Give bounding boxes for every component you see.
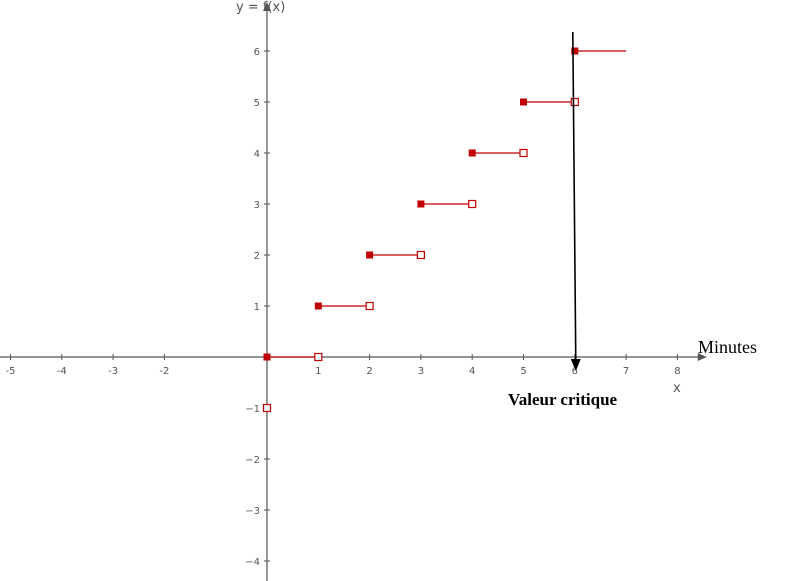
x-tick-label: -2 [159,366,169,377]
y-tick-label: 4 [254,149,260,160]
closed-point [468,149,476,157]
y-axis-arrow-icon [263,2,271,11]
closed-point [417,200,425,208]
x-tick-label: 1 [315,366,321,377]
x-tick-label: 6 [572,366,578,377]
x-axis-arrow-icon [697,353,707,361]
y-tick-label: −3 [245,506,260,517]
y-tick-label: −1 [245,404,260,415]
closed-point [366,251,374,259]
open-point [570,97,579,107]
y-tick-label: 2 [254,251,260,262]
y-tick-label: 6 [254,47,260,58]
y-tick-label: 3 [254,200,260,211]
closed-point [314,302,322,310]
x-tick-label: 8 [674,366,680,377]
open-point [519,148,528,158]
open-point [365,301,374,311]
y-tick-label: 1 [254,302,260,313]
closed-point [571,47,579,55]
x-tick-label: 3 [418,366,424,377]
critical-value-arrow-icon [570,359,581,371]
closed-point [263,353,271,361]
x-tick-label: -4 [57,366,67,377]
x-tick-label: 4 [469,366,475,377]
function-label: y = f(x) [236,0,285,15]
critical-value-label: Valeur critique [508,390,618,409]
critical-value-arrow-line [572,31,577,364]
closed-point [520,98,527,106]
x-tick-label: -5 [6,366,16,377]
y-tick-label: −4 [245,557,260,568]
open-point [262,403,272,413]
x-axis-label: x [673,381,681,396]
open-point [416,250,425,260]
x-tick-label: 5 [520,366,526,377]
y-tick-label: 5 [254,98,260,109]
y-tick-label: −2 [245,455,260,466]
open-point [314,352,323,362]
x-tick-label: -3 [108,366,118,377]
open-point [468,199,477,209]
x-tick-label: 7 [623,366,629,377]
minutes-label: Minutes [698,337,757,357]
x-tick-label: 2 [366,366,372,377]
